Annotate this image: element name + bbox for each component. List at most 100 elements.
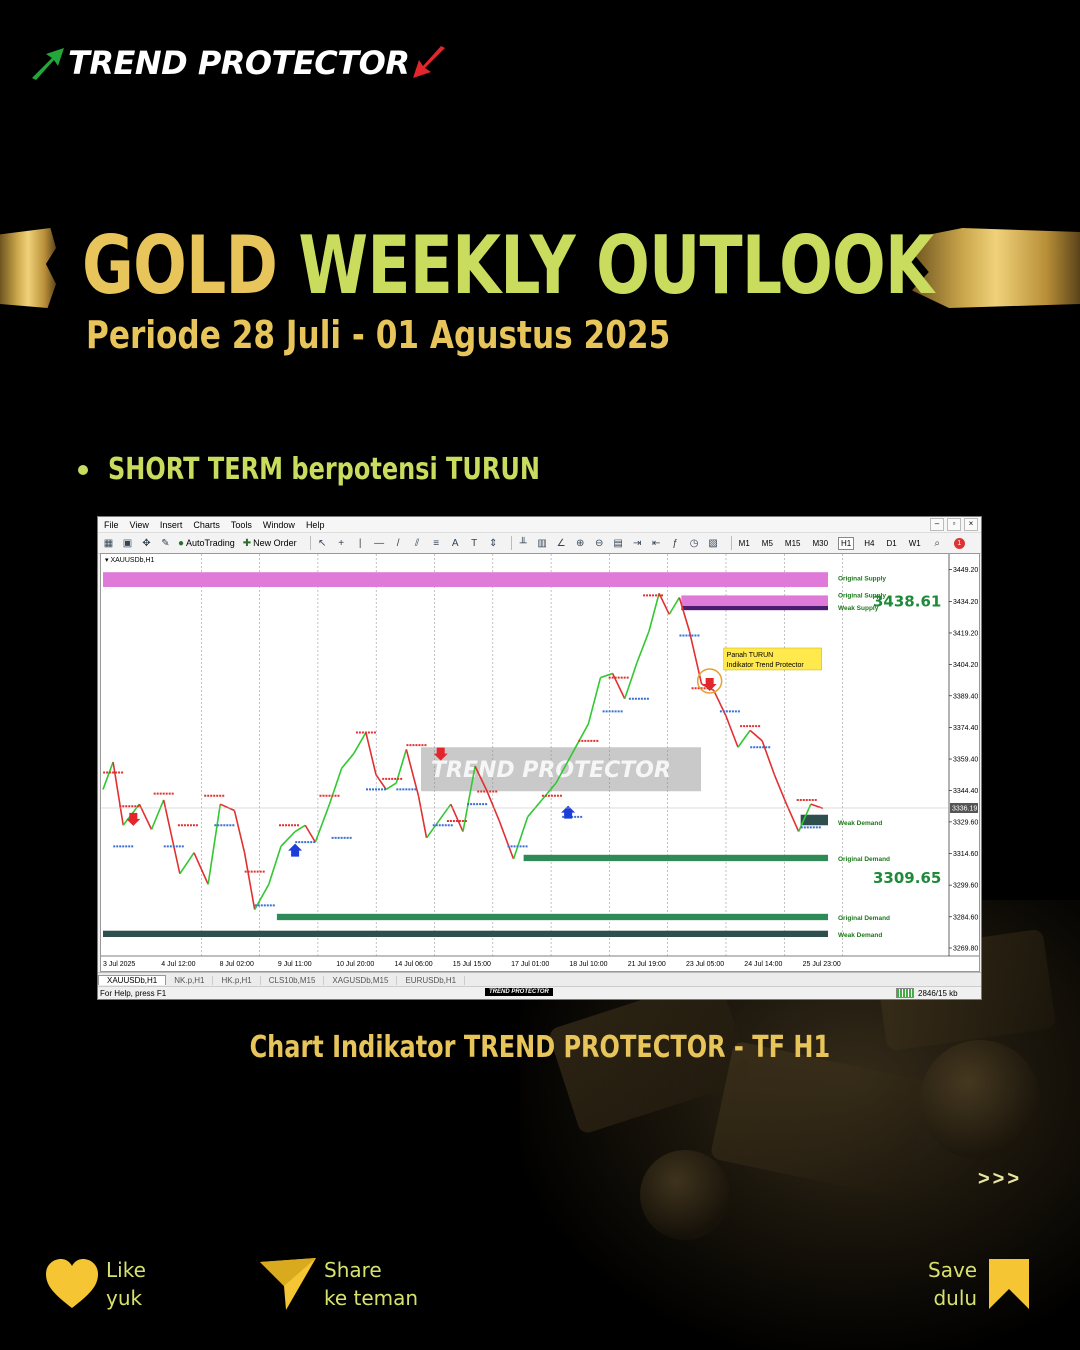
price-segment [486, 791, 501, 822]
y-tick-label: 3374.40 [953, 725, 978, 732]
profiles-icon[interactable]: ▣ [122, 537, 133, 549]
fibonacci-icon[interactable]: ≡ [433, 537, 440, 549]
price-segment [785, 803, 800, 832]
x-tick-label: 18 Jul 10:00 [569, 961, 607, 968]
restore-button[interactable]: ▫ [947, 518, 961, 531]
horizontal-line-icon[interactable]: — [374, 537, 385, 549]
chart-shift-icon[interactable]: ⇤ [651, 537, 661, 549]
trendline-icon[interactable]: / [396, 537, 400, 549]
minimize-button[interactable]: – [930, 518, 944, 531]
share-text: Share ke teman [324, 1256, 418, 1312]
like-line2: yuk [106, 1286, 143, 1310]
toolbar-separator [510, 536, 512, 550]
arrow-up-icon [32, 48, 64, 80]
timeframe-d1[interactable]: D1 [886, 538, 897, 548]
signal-icon [896, 988, 914, 998]
timeframe-m5[interactable]: M5 [761, 538, 773, 548]
autotrading-button[interactable]: ● AutoTrading [178, 538, 235, 549]
save-action[interactable]: Save dulu [928, 1256, 1031, 1312]
like-action[interactable]: Like yuk [44, 1256, 146, 1312]
price-segment [725, 715, 739, 748]
line-chart-icon[interactable]: ∠ [556, 537, 566, 549]
chart-tabs: XAUUSDb,H1 NK.p,H1 HK.p,H1 CLS10b,M15 XA… [98, 972, 981, 987]
tab-xagusdb-m15[interactable]: XAGUSDb,M15 [324, 975, 398, 985]
close-button[interactable]: × [964, 518, 978, 531]
crosshair-icon[interactable]: + [338, 537, 345, 549]
indicators-icon[interactable]: ƒ [672, 537, 678, 549]
menu-help[interactable]: Help [305, 519, 325, 530]
menu-view[interactable]: View [129, 519, 149, 530]
zone-label: Original Demand [838, 856, 890, 863]
chart-area[interactable]: ▾ XAUUSDb,H1 3 Jul 2025 4 Jul 12:00 8 Jul … [100, 553, 980, 972]
tab-nk-h1[interactable]: NK.p,H1 [166, 975, 214, 985]
search-icon[interactable]: ⌕ [934, 537, 941, 549]
new-order-button[interactable]: ✚ New Order [243, 538, 297, 549]
gold-brush-left [0, 228, 56, 308]
zoom-in-icon[interactable]: ⊕ [575, 537, 585, 549]
tab-cls10b-m15[interactable]: CLS10b,M15 [261, 975, 325, 985]
timeframe-m30[interactable]: M30 [812, 538, 829, 548]
menu-window[interactable]: Window [262, 519, 295, 530]
price-segment [365, 732, 377, 775]
price-segment [328, 768, 343, 805]
bullet-text: SHORT TERM berpotensi TURUN [108, 452, 540, 487]
y-tick-label: 3404.20 [953, 662, 978, 669]
label-icon[interactable]: T [471, 537, 478, 549]
next-slide-indicator[interactable]: >>> [978, 1168, 1023, 1190]
price-segment [375, 774, 387, 790]
chart-caption-text: Chart Indikator TREND PROTECTOR - TF H1 [249, 1030, 831, 1065]
price-chart[interactable]: 3 Jul 2025 4 Jul 12:00 8 Jul 02:00 9 Jul 11… [101, 554, 979, 971]
timeframe-w1[interactable]: W1 [908, 538, 921, 548]
zoom-out-icon[interactable]: ⊖ [594, 537, 604, 549]
price-segment [541, 782, 557, 801]
vertical-line-icon[interactable]: | [358, 537, 362, 549]
bar-chart-icon[interactable]: ╨ [519, 537, 527, 549]
text-icon[interactable]: A [451, 537, 459, 549]
templates-icon[interactable]: ▧ [708, 537, 718, 549]
share-action[interactable]: Share ke teman [258, 1256, 418, 1312]
current-price-tag [950, 802, 978, 813]
timeframe-m15[interactable]: M15 [784, 538, 801, 548]
price-segment [636, 630, 650, 664]
tile-icon[interactable]: ▤ [613, 537, 623, 549]
x-tick-label: 17 Jul 01:00 [511, 961, 549, 968]
x-tick-label: 23 Jul 05:00 [686, 961, 724, 968]
timeframe-h1[interactable]: H1 [838, 536, 855, 550]
y-tick-label: 3419.20 [953, 630, 978, 637]
zone-original-demand [523, 854, 828, 862]
period-subtitle: Periode 28 Juli - 01 Agustus 2025 [86, 313, 671, 357]
key-price-label: 3309.65 [873, 869, 941, 887]
folder-icon[interactable]: ✎ [161, 537, 170, 549]
gold-coin-decoration [640, 1150, 730, 1240]
channel-icon[interactable]: ⫽ [414, 537, 420, 549]
chart-symbol-label: ▾ XAUUSDb,H1 [105, 557, 155, 564]
tab-eurusdb-h1[interactable]: EURUSDb,H1 [397, 975, 466, 985]
price-segment [417, 795, 428, 839]
price-segment [623, 662, 638, 699]
candles-icon[interactable]: ▥ [537, 537, 547, 549]
navigator-icon[interactable]: ✥ [142, 537, 151, 549]
metatrader-window: File View Insert Charts Tools Window Hel… [97, 516, 982, 1000]
autoscroll-icon[interactable]: ⇥ [632, 537, 642, 549]
price-segment [555, 753, 573, 784]
x-tick-label: 25 Jul 23:00 [803, 961, 841, 968]
price-segment [450, 803, 464, 832]
menu-file[interactable]: File [104, 519, 119, 530]
x-tick-label: 9 Jul 11:00 [278, 961, 312, 968]
new-chart-icon[interactable]: ▦ [103, 537, 114, 549]
tab-hk-h1[interactable]: HK.p,H1 [213, 975, 261, 985]
paper-plane-icon [260, 1258, 316, 1310]
cursor-icon[interactable]: ↖ [317, 537, 327, 549]
price-segment [304, 824, 317, 843]
menu-tools[interactable]: Tools [230, 519, 252, 530]
periods-icon[interactable]: ◷ [689, 537, 699, 549]
timeframe-m1[interactable]: M1 [738, 538, 750, 548]
tab-xauusdb-h1[interactable]: XAUUSDb,H1 [98, 975, 167, 985]
price-segment [243, 852, 256, 910]
menu-insert[interactable]: Insert [159, 519, 183, 530]
menu-charts[interactable]: Charts [193, 519, 220, 530]
autotrading-label: AutoTrading [186, 538, 235, 548]
notification-badge[interactable]: 1 [953, 537, 965, 549]
arrows-icon[interactable]: ⇕ [488, 537, 498, 549]
timeframe-h4[interactable]: H4 [864, 538, 875, 548]
